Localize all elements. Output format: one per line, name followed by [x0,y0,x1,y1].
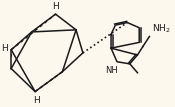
Text: H: H [33,96,40,105]
Text: NH: NH [105,66,117,75]
Text: H: H [52,2,59,11]
Text: ,: , [9,48,13,58]
Text: NH$_2$: NH$_2$ [152,23,171,35]
Text: H: H [1,44,8,53]
